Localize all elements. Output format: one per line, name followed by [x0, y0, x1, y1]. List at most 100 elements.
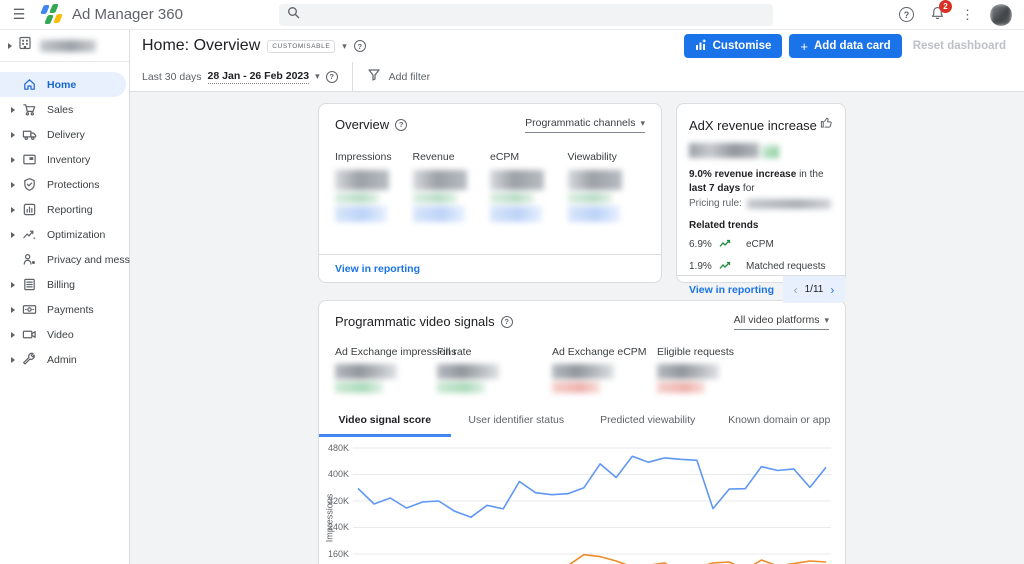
- filter-funnel-icon: [368, 68, 380, 86]
- gridlines: [353, 447, 831, 555]
- more-options-icon[interactable]: ⋮: [961, 6, 974, 22]
- metric-ecpm: eCPM: [490, 151, 568, 222]
- chart-line-orange-series: [568, 553, 827, 564]
- tab-predicted-viewability[interactable]: Predicted viewability: [600, 414, 696, 426]
- tab-video-signal-score[interactable]: Video signal score: [319, 407, 451, 437]
- customise-icon: [695, 38, 707, 54]
- metric-fill-rate: Fill rate: [437, 346, 552, 393]
- admin-wrench-icon: [21, 352, 37, 368]
- view-in-reporting-link[interactable]: View in reporting: [335, 262, 420, 275]
- page-help-icon[interactable]: ?: [353, 40, 366, 52]
- payments-icon: [21, 302, 37, 318]
- view-caret-icon[interactable]: ▾: [342, 40, 347, 51]
- privacy-person-icon: [21, 252, 37, 268]
- date-range-filter[interactable]: Last 30 days 28 Jan - 26 Feb 2023 ▾ ?: [142, 70, 352, 84]
- menu-icon[interactable]: ☰: [0, 6, 38, 23]
- y-tick: 480K: [327, 443, 349, 453]
- chevron-left-icon[interactable]: ‹: [793, 282, 798, 297]
- search-input[interactable]: [278, 3, 773, 26]
- video-signal-tabs: Video signal score User identifier statu…: [319, 407, 845, 437]
- video-help-icon[interactable]: ?: [500, 315, 513, 328]
- page-header: Home: Overview CUSTOMISABLE ▾ ? Customis…: [130, 30, 1024, 62]
- view-in-reporting-link[interactable]: View in reporting: [689, 283, 774, 296]
- expand-chevron-icon: [11, 181, 15, 188]
- pagination-position: 1/11: [804, 284, 824, 295]
- sidebar-item-delivery[interactable]: Delivery: [0, 122, 129, 147]
- expand-chevron-icon: [11, 131, 15, 138]
- building-icon: [18, 36, 32, 55]
- customisable-badge: CUSTOMISABLE: [267, 39, 336, 53]
- tab-known-domain-or-app[interactable]: Known domain or app: [728, 414, 831, 426]
- expand-chevron-icon: [11, 231, 15, 238]
- sidebar-item-billing[interactable]: Billing: [0, 272, 129, 297]
- account-name-redacted: [40, 39, 96, 52]
- sidebar-item-reporting[interactable]: Reporting: [0, 197, 129, 222]
- trend-up-icon: [719, 235, 732, 253]
- expand-chevron-icon: [11, 306, 15, 313]
- sidebar-item-optimization[interactable]: Optimization: [0, 222, 129, 247]
- customise-button[interactable]: Customise: [683, 34, 783, 58]
- adx-card-title: AdX revenue increase: [689, 117, 817, 133]
- sidebar-item-privacy-and-messaging[interactable]: Privacy and messaging: [0, 247, 156, 272]
- help-icon[interactable]: ?: [899, 7, 914, 22]
- sidebar-item-payments[interactable]: Payments: [0, 297, 129, 322]
- delivery-truck-icon: [21, 127, 37, 143]
- app-bar: ☰ Ad Manager 360 ? 2 ⋮: [0, 0, 1024, 30]
- y-tick: 240K: [327, 522, 349, 532]
- chevron-right-icon[interactable]: ›: [830, 282, 835, 297]
- sidebar-item-home[interactable]: Home: [0, 72, 126, 97]
- ad-manager-logo-icon: [38, 3, 64, 26]
- trend-row-ecpm: 6.9% eCPM: [677, 231, 845, 253]
- reporting-chart-icon: [21, 202, 37, 218]
- account-selector[interactable]: [0, 30, 129, 62]
- filter-bar: Last 30 days 28 Jan - 26 Feb 2023 ▾ ? Ad…: [130, 61, 1024, 92]
- main-area: Home: Overview CUSTOMISABLE ▾ ? Customis…: [130, 30, 1024, 564]
- redacted-metric-value: [335, 170, 413, 222]
- add-data-card-button[interactable]: + Add data card: [789, 34, 902, 58]
- overview-help-icon[interactable]: ?: [395, 118, 408, 131]
- expand-chevron-icon: [11, 106, 15, 113]
- date-help-icon[interactable]: ?: [325, 70, 338, 83]
- sidebar-item-video[interactable]: Video: [0, 322, 129, 347]
- card-pagination: ‹ 1/11 ›: [783, 276, 845, 303]
- redacted-metric-value: [437, 364, 552, 393]
- redacted-metric-value: [335, 364, 437, 393]
- insight-text: 9.0% revenue increase in the last 7 days…: [689, 169, 824, 194]
- metric-revenue: Revenue: [412, 151, 491, 222]
- trend-row-matched-requests: 1.9% Matched requests: [677, 253, 845, 275]
- redacted-metric-value: [657, 364, 787, 393]
- caret-down-icon: ▾: [640, 117, 645, 128]
- sidebar-item-protections[interactable]: Protections: [0, 172, 129, 197]
- sidebar-item-inventory[interactable]: Inventory: [0, 147, 129, 172]
- divider: [351, 61, 353, 92]
- add-filter-button[interactable]: Add filter: [368, 68, 430, 86]
- y-tick: 320K: [327, 496, 349, 506]
- pricing-rule-row: Pricing rule:: [677, 195, 845, 209]
- billing-icon: [21, 277, 37, 293]
- home-icon: [21, 77, 37, 93]
- avatar[interactable]: [990, 3, 1012, 26]
- y-tick: 160K: [327, 549, 349, 559]
- overview-card: Overview ? Programmatic channels ▾ Impre…: [318, 103, 662, 283]
- redacted-metric-value: [490, 170, 568, 222]
- y-tick: 400K: [327, 469, 349, 479]
- expand-chevron-icon: [11, 156, 15, 163]
- page-title: Home: Overview: [142, 37, 261, 54]
- notifications-bell-icon[interactable]: 2: [930, 0, 952, 24]
- product-name: Ad Manager 360: [72, 6, 183, 23]
- channel-selector-dropdown[interactable]: Programmatic channels ▾: [525, 117, 645, 133]
- tab-user-identifier-status[interactable]: User identifier status: [468, 414, 565, 426]
- redacted-revenue-value: [689, 143, 845, 158]
- app-bar-actions: ? 2 ⋮: [899, 0, 1024, 26]
- redacted-metric-value: [567, 170, 646, 222]
- metric-ad-exchange-impressions: Ad Exchange impressions: [335, 346, 456, 393]
- platform-selector-dropdown[interactable]: All video platforms ▾: [733, 314, 829, 330]
- date-range-value: 28 Jan - 26 Feb 2023: [207, 69, 310, 84]
- sidebar-item-admin[interactable]: Admin: [0, 347, 129, 372]
- metric-ad-exchange-ecpm: Ad Exchange eCPM: [552, 346, 657, 393]
- sidebar-item-sales[interactable]: Sales: [0, 97, 129, 122]
- date-caret-icon: ▾: [315, 71, 320, 81]
- thumbs-up-icon[interactable]: [820, 116, 833, 134]
- metric-viewability: Viewability: [567, 151, 646, 222]
